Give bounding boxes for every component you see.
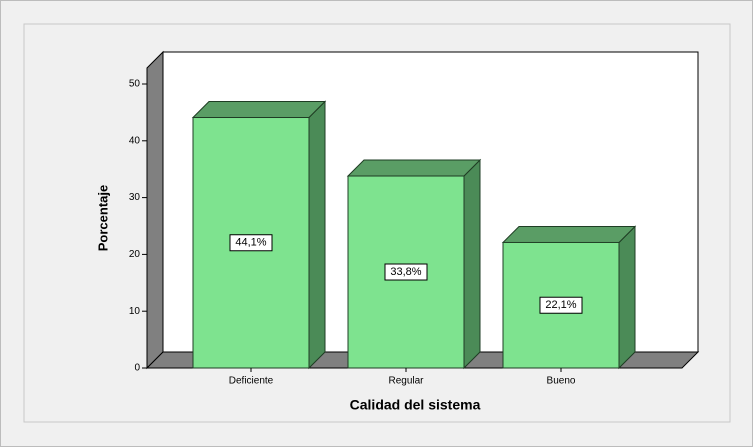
value-label-box bbox=[539, 296, 583, 314]
y-axis-label: Porcentaje bbox=[95, 185, 110, 251]
value-label-box bbox=[384, 263, 428, 281]
bar-top bbox=[346, 159, 482, 177]
y-tick-label: 10 bbox=[129, 306, 141, 317]
y-tick-label: 40 bbox=[129, 135, 141, 146]
y-tick-label: 30 bbox=[129, 192, 141, 203]
y-tick-label: 20 bbox=[129, 249, 141, 260]
y-tick-label: 0 bbox=[134, 363, 140, 374]
x-tick-label: Regular bbox=[388, 376, 424, 387]
value-label: 44,1% bbox=[235, 237, 266, 249]
value-label: 33,8% bbox=[390, 266, 421, 278]
left-wall bbox=[146, 50, 164, 370]
bar-top bbox=[501, 225, 637, 243]
bar-side bbox=[308, 100, 326, 370]
x-tick-label: Deficiente bbox=[229, 376, 274, 387]
x-tick-label: Bueno bbox=[547, 376, 576, 387]
x-axis-label: Calidad del sistema bbox=[350, 397, 481, 413]
bar-side bbox=[618, 225, 636, 370]
bar-top bbox=[191, 101, 327, 119]
value-label: 22,1% bbox=[545, 299, 576, 311]
bar-side bbox=[463, 158, 481, 370]
y-tick-label: 50 bbox=[129, 79, 141, 90]
value-label-box bbox=[229, 234, 273, 252]
